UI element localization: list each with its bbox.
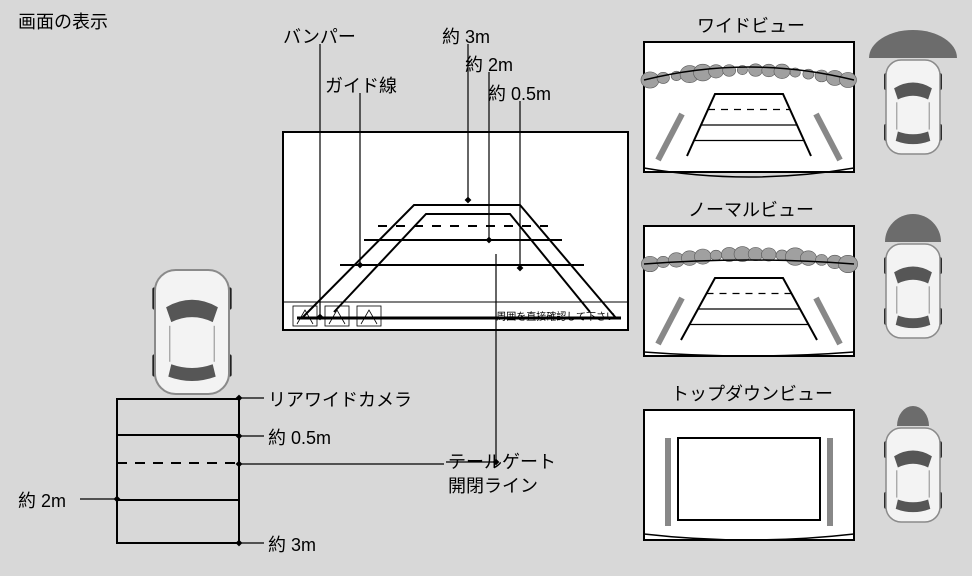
thumbnail-topdown bbox=[644, 410, 854, 540]
label-rear_cam: リアワイドカメラ bbox=[268, 390, 412, 410]
label-wide_view: ワイドビュー bbox=[697, 16, 805, 36]
car-topdown-icon bbox=[884, 428, 942, 522]
main-rearview-screen: 周囲を直接確認して下さい bbox=[283, 132, 628, 330]
side-car-normal bbox=[884, 214, 942, 338]
car-topdown-icon bbox=[884, 244, 942, 338]
label-normal_view: ノーマルビュー bbox=[688, 200, 814, 220]
label-d3m_bot: 約 3m bbox=[268, 535, 316, 555]
label-d05m_bot: 約 0.5m bbox=[268, 428, 331, 448]
label-d2m_left: 約 2m bbox=[18, 491, 66, 511]
thumbnail-wide bbox=[641, 42, 857, 177]
label-guide: ガイド線 bbox=[325, 76, 397, 96]
car-topdown-icon bbox=[152, 270, 231, 394]
label-tailgate2: 開閉ライン bbox=[448, 476, 538, 496]
label-topdown_view: トップダウンビュー bbox=[671, 384, 833, 404]
thumbnail-normal bbox=[641, 226, 857, 356]
page-title: 画面の表示 bbox=[18, 12, 108, 32]
label-d3m_top: 約 3m bbox=[442, 27, 490, 47]
car-topdown-icon bbox=[884, 60, 942, 154]
